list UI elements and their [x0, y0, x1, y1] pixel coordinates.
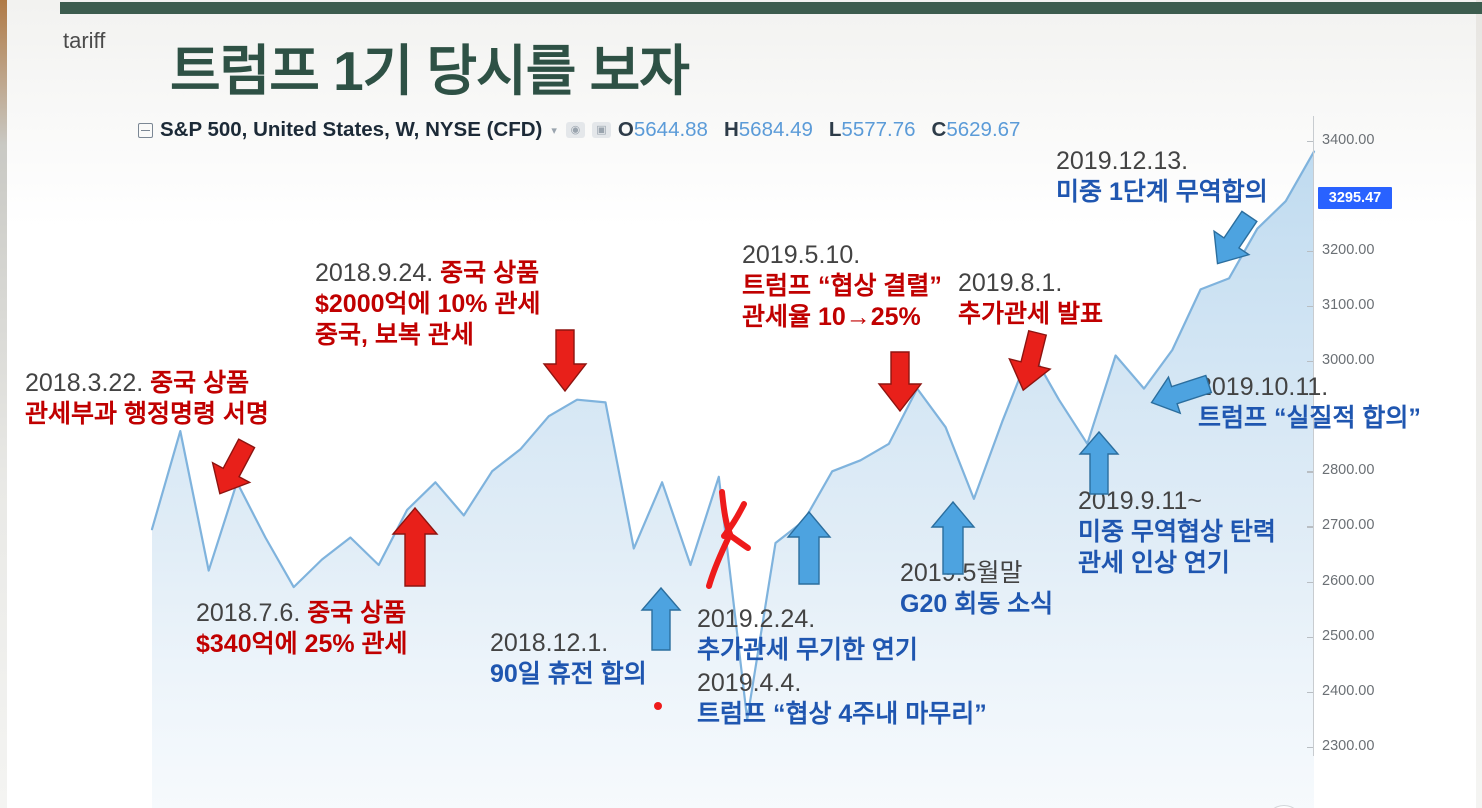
ohlc-low: L5577.76	[828, 118, 916, 141]
y-axis-tick: 3200.00	[1306, 242, 1374, 258]
price-scale[interactable]	[1313, 116, 1323, 756]
annotation-2018-12-01: 2018.12.1. 90일 휴전 합의	[490, 629, 647, 688]
annotation-2019-02-24: 2019.2.24. 추가관세 무기한 연기	[697, 605, 918, 664]
annotation-2018-09-24: 2018.9.24. 중국 상품 $2000억에 10% 관세 중국, 보복 관…	[315, 259, 541, 349]
last-price-badge: 3295.47	[1318, 187, 1392, 210]
price-area-chart	[150, 150, 1316, 808]
annotation-2019-12-13: 2019.12.13. 미중 1단계 무역합의	[1056, 147, 1268, 206]
y-axis-tick: 2700.00	[1306, 517, 1374, 533]
chart-panel: S&P 500, United States, W, NYSE (CFD) ▾ …	[130, 110, 1392, 808]
ohlc-high: H5684.49	[723, 118, 813, 141]
annotation-2019-10-11: 2019.10.11. 트럼프 “실질적 합의”	[1198, 373, 1421, 432]
annotation-2019-09-11: 2019.9.11~ 미중 무역협상 탄력 관세 인상 연기	[1078, 487, 1276, 577]
price-line	[150, 150, 1316, 721]
y-axis-tick: 2400.00	[1306, 683, 1374, 699]
camera-icon[interactable]: ▣	[591, 122, 611, 138]
arrow-up-blue-2019-09-11	[1078, 430, 1120, 495]
y-axis-tick: 3000.00	[1306, 352, 1374, 368]
arrow-down-blue-2019-12-13	[1206, 210, 1262, 270]
y-axis-tick: 3100.00	[1306, 297, 1374, 313]
handdrawn-red-mark	[700, 489, 770, 590]
chart-legend-bar: S&P 500, United States, W, NYSE (CFD) ▾ …	[138, 118, 1020, 142]
ohlc-open: O5644.88	[617, 118, 708, 141]
arrow-up-blue-2018-12-01	[640, 586, 682, 651]
arrow-up-blue-2019-02-24	[786, 510, 832, 585]
arrow-down-red-2018-03-22	[205, 438, 261, 498]
slide-left-edge	[0, 0, 7, 808]
annotation-2019-05-end: 2019.5월말 G20 회동 소식	[900, 559, 1054, 618]
arrow-up-blue-2019-05-end	[930, 500, 976, 575]
slide-label: tariff	[63, 28, 106, 53]
area-fill	[152, 151, 1314, 808]
collapse-icon[interactable]	[138, 122, 153, 138]
y-axis-tick: 2300.00	[1306, 738, 1374, 754]
ohlc-close: C5629.67	[931, 118, 1021, 141]
y-axis-tick: 2500.00	[1306, 628, 1374, 644]
title-rule	[60, 2, 1482, 14]
y-axis-tick: 2600.00	[1306, 573, 1374, 589]
arrow-down-red-2019-05-10	[876, 351, 924, 413]
annotation-2019-04-04: 2019.4.4. 트럼프 “협상 4주내 마무리”	[697, 669, 987, 728]
chevron-down-icon[interactable]: ▾	[551, 124, 557, 137]
handdrawn-red-dot	[652, 700, 664, 712]
annotation-2019-05-10: 2019.5.10. 트럼프 “협상 결렬” 관세율 10→25%	[742, 241, 942, 331]
arrow-left-blue-2019-10-11	[1150, 372, 1213, 415]
annotation-2018-07-06: 2018.7.6. 중국 상품 $340억에 25% 관세	[196, 599, 408, 658]
eye-icon[interactable]: ◉	[565, 122, 585, 138]
symbol-label[interactable]: S&P 500, United States, W, NYSE (CFD)	[160, 118, 543, 141]
y-axis-tick: 3400.00	[1306, 132, 1374, 148]
slide-right-edge	[1476, 0, 1482, 808]
annotation-2018-03-22: 2018.3.22. 중국 상품 관세부과 행정명령 서명	[25, 369, 269, 428]
annotation-2019-08-01: 2019.8.1. 추가관세 발표	[958, 269, 1103, 328]
arrow-up-red-2018-07-06	[390, 506, 440, 587]
arrow-down-red-2019-08-01	[1004, 329, 1056, 394]
arrow-down-red-2018-09-24	[540, 329, 590, 393]
y-axis-tick: 2800.00	[1306, 462, 1374, 478]
page-title: 트럼프 1기 당시를 보자	[170, 40, 690, 102]
